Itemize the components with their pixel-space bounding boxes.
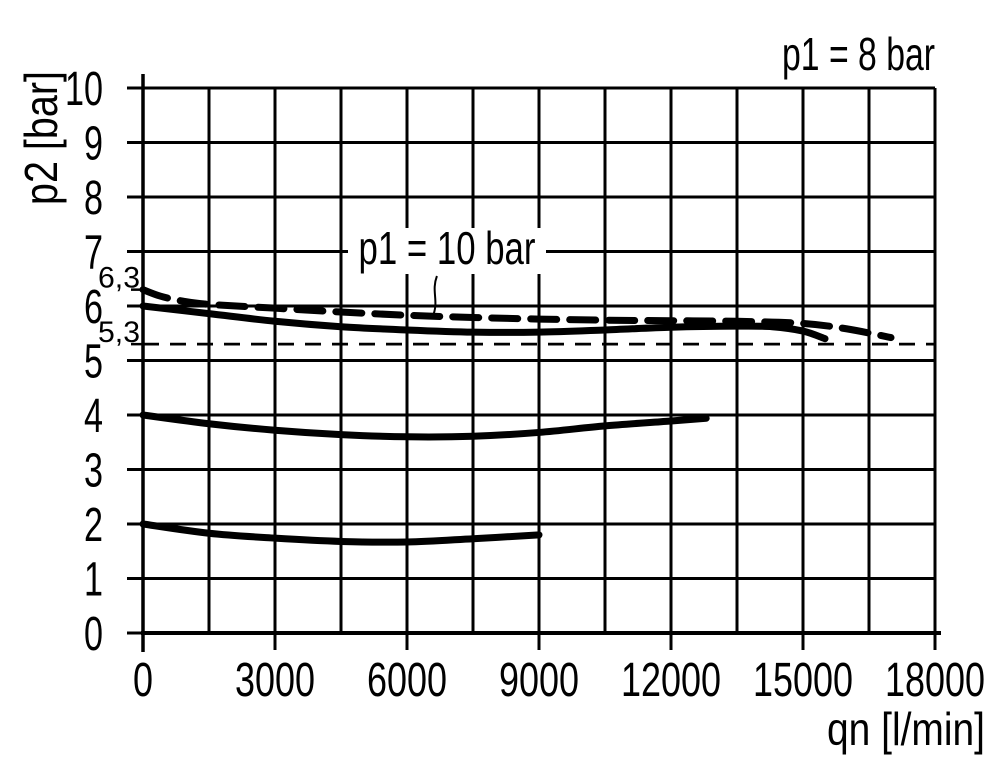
y-tick-label: 8 [84, 172, 103, 225]
series-layer [139, 286, 895, 546]
p8-annotation-label: p1 = 8 bar [782, 28, 935, 80]
x-tick-label: 6000 [367, 654, 447, 707]
y-tick-label: 0 [84, 608, 103, 661]
y-tick-label: 6 [84, 281, 103, 334]
y-axis-title: p2 [bar] [15, 71, 67, 205]
y-tick-label: 3 [84, 445, 103, 498]
y-tick-label: 1 [84, 554, 103, 607]
x-tick-label: 9000 [499, 654, 579, 707]
x-tick-label: 3000 [235, 654, 315, 707]
y-tick-label: 2 [84, 499, 103, 552]
y-tick-label: 10 [65, 63, 103, 116]
series-curve-p1-8bar-solid [139, 302, 829, 343]
x-tick-label: 12000 [621, 654, 721, 707]
x-tick-label: 15000 [753, 654, 853, 707]
series-curve-low-setpoint-solid [139, 520, 543, 546]
series-curve-mid-setpoint-solid [139, 411, 710, 441]
annotation-leader-line [431, 275, 438, 318]
series-curve-p1-10bar-dashed [139, 286, 895, 342]
reference-tick-label: 5,3 [98, 316, 140, 349]
annotation-leader-layer [431, 275, 438, 318]
y-tick-label: 5 [84, 336, 103, 389]
y-tick-label: 9 [84, 118, 103, 171]
x-axis-title: qn [l/min] [827, 703, 985, 755]
axis-layer [127, 74, 941, 652]
x-tick-label: 0 [133, 654, 153, 707]
y-tick-label: 7 [84, 227, 103, 280]
reference-tick-label: 6,3 [98, 262, 140, 295]
p10-label-mask [348, 228, 546, 274]
p10-annotation-label: p1 = 10 bar [359, 222, 536, 274]
y-tick-label: 4 [84, 390, 103, 443]
x-tick-label: 18000 [885, 654, 985, 707]
